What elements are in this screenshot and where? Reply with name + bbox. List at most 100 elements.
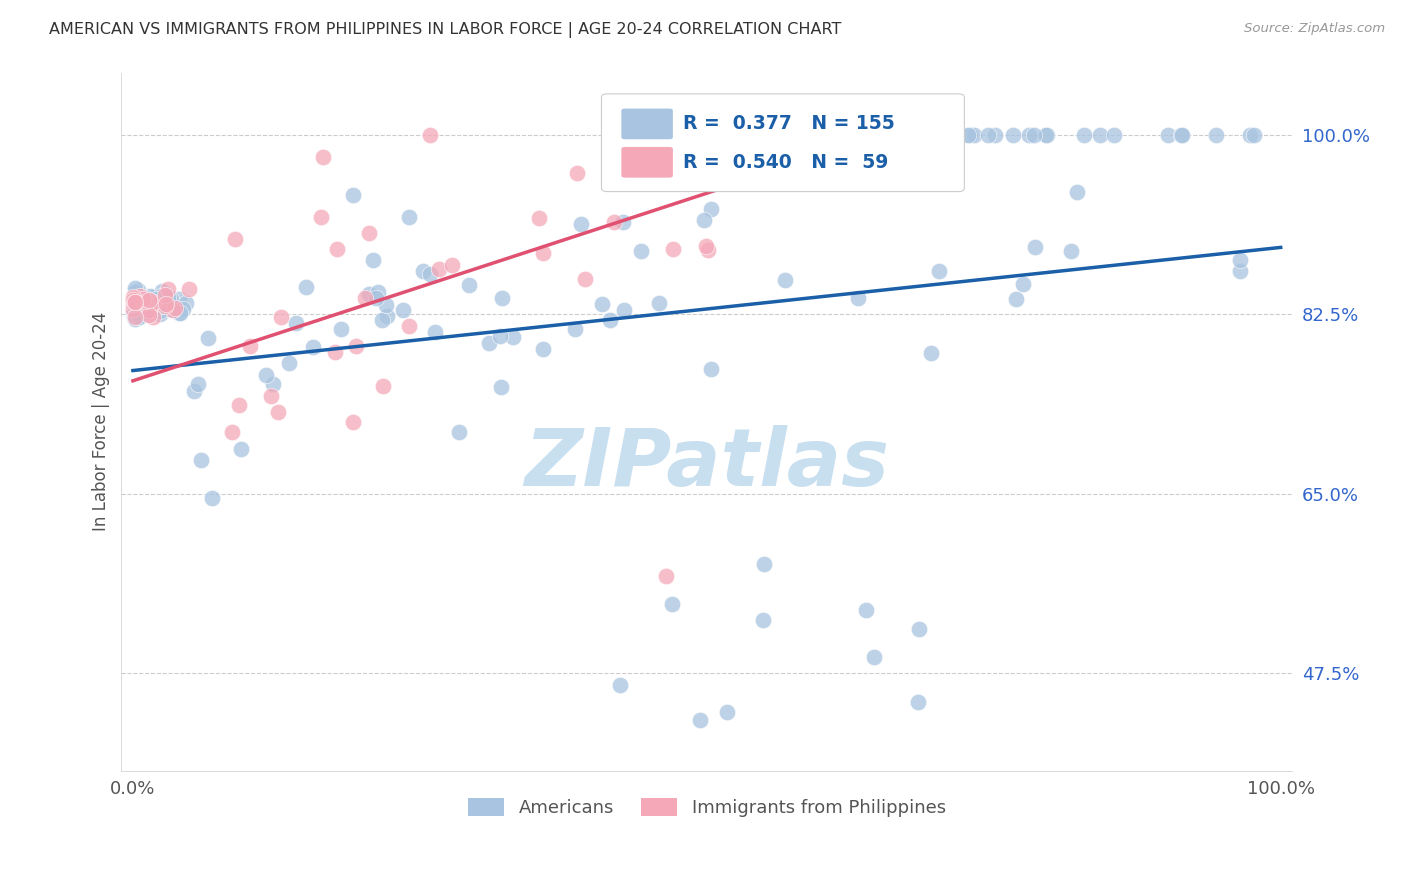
Point bbox=[125, 299, 148, 313]
Point bbox=[880, 128, 903, 142]
Point bbox=[124, 305, 146, 319]
Point bbox=[125, 301, 148, 316]
Point bbox=[124, 294, 146, 309]
Point bbox=[427, 262, 450, 277]
Point bbox=[375, 309, 398, 323]
Point bbox=[1024, 240, 1046, 254]
Point bbox=[301, 340, 323, 354]
Point bbox=[128, 302, 150, 317]
Point bbox=[364, 291, 387, 305]
Point bbox=[150, 285, 173, 299]
Point bbox=[122, 292, 145, 306]
Point bbox=[591, 297, 613, 311]
Point bbox=[371, 378, 394, 392]
Point bbox=[135, 301, 157, 316]
Point bbox=[136, 296, 159, 310]
FancyBboxPatch shape bbox=[621, 147, 673, 178]
Point bbox=[122, 302, 145, 317]
Point bbox=[700, 361, 723, 376]
Point bbox=[1005, 292, 1028, 306]
Point bbox=[122, 304, 145, 318]
Point bbox=[294, 280, 316, 294]
Point bbox=[132, 292, 155, 306]
Point bbox=[187, 376, 209, 391]
Point bbox=[855, 603, 877, 617]
Point bbox=[169, 293, 191, 307]
Point bbox=[159, 296, 181, 310]
Point bbox=[122, 310, 145, 324]
Point bbox=[1170, 128, 1192, 142]
Point bbox=[907, 623, 929, 637]
Point bbox=[260, 389, 283, 403]
Point bbox=[309, 210, 332, 224]
Point bbox=[716, 705, 738, 719]
Point bbox=[162, 302, 184, 317]
Point bbox=[419, 267, 441, 281]
Point bbox=[221, 425, 243, 439]
Point bbox=[254, 368, 277, 383]
Point bbox=[907, 695, 929, 709]
Point bbox=[661, 597, 683, 611]
Point bbox=[122, 303, 145, 318]
Point bbox=[342, 415, 364, 429]
Point bbox=[138, 293, 160, 308]
Text: Source: ZipAtlas.com: Source: ZipAtlas.com bbox=[1244, 22, 1385, 36]
Point bbox=[654, 568, 676, 582]
Point bbox=[1024, 128, 1046, 142]
Point bbox=[124, 292, 146, 306]
Point bbox=[278, 356, 301, 370]
Point bbox=[132, 297, 155, 311]
Point bbox=[648, 296, 671, 310]
Point bbox=[491, 291, 513, 305]
Point bbox=[326, 242, 349, 256]
Text: R =  0.540   N =  59: R = 0.540 N = 59 bbox=[683, 153, 889, 172]
Point bbox=[1205, 128, 1227, 142]
Point bbox=[1229, 252, 1251, 267]
Y-axis label: In Labor Force | Age 20-24: In Labor Force | Age 20-24 bbox=[93, 312, 110, 532]
Point bbox=[149, 307, 172, 321]
Point bbox=[419, 128, 441, 142]
Point bbox=[398, 210, 420, 224]
Point bbox=[839, 128, 862, 142]
Point bbox=[176, 296, 198, 310]
Point bbox=[425, 325, 447, 339]
Point bbox=[124, 310, 146, 325]
Point bbox=[1229, 263, 1251, 277]
Point bbox=[125, 293, 148, 307]
Point bbox=[569, 217, 592, 231]
Point bbox=[145, 293, 167, 307]
Point bbox=[1102, 128, 1125, 142]
Point bbox=[128, 310, 150, 325]
Point bbox=[700, 202, 723, 217]
Point bbox=[134, 303, 156, 318]
Point bbox=[478, 335, 501, 350]
Point bbox=[139, 299, 162, 313]
Point bbox=[609, 678, 631, 692]
Point bbox=[190, 453, 212, 467]
Point bbox=[870, 128, 893, 142]
Point bbox=[138, 308, 160, 322]
Point bbox=[127, 283, 149, 297]
Point bbox=[124, 285, 146, 299]
Text: ZIPatlas: ZIPatlas bbox=[524, 425, 890, 503]
Point bbox=[122, 308, 145, 322]
Point bbox=[825, 128, 848, 142]
Point bbox=[412, 263, 434, 277]
Point bbox=[155, 297, 177, 311]
Point bbox=[129, 304, 152, 318]
Point bbox=[751, 613, 773, 627]
Point bbox=[959, 128, 981, 142]
Point bbox=[357, 286, 380, 301]
Point bbox=[125, 303, 148, 318]
Point bbox=[122, 293, 145, 307]
Point bbox=[661, 242, 683, 256]
Point bbox=[284, 316, 307, 330]
Point bbox=[1035, 128, 1057, 142]
Point bbox=[458, 277, 481, 292]
FancyBboxPatch shape bbox=[602, 94, 965, 192]
Point bbox=[229, 442, 252, 457]
Point bbox=[977, 128, 1000, 142]
Point bbox=[371, 312, 394, 326]
Point bbox=[363, 252, 385, 267]
Point bbox=[270, 310, 292, 324]
